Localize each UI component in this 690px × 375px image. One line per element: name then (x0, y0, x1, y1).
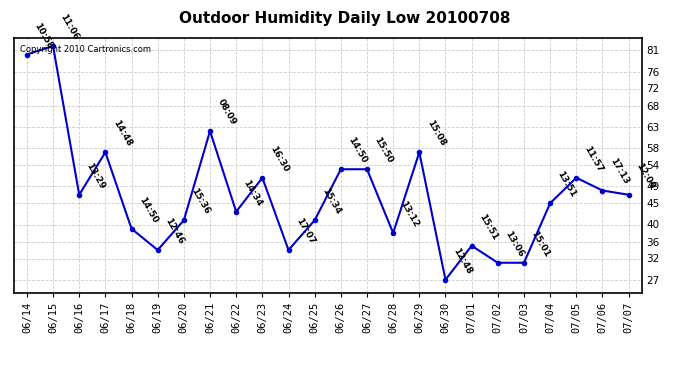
Text: 14:50: 14:50 (137, 195, 159, 225)
Text: 15:51: 15:51 (477, 212, 500, 242)
Text: 12:48: 12:48 (451, 246, 473, 276)
Text: 15:36: 15:36 (190, 187, 212, 216)
Text: 16:30: 16:30 (268, 144, 290, 174)
Text: 13:29: 13:29 (85, 161, 107, 190)
Text: 14:50: 14:50 (346, 136, 368, 165)
Text: 17:07: 17:07 (294, 216, 316, 246)
Text: 10:58: 10:58 (32, 21, 55, 50)
Text: Copyright 2010 Cartronics.com: Copyright 2010 Cartronics.com (20, 45, 151, 54)
Text: 13:12: 13:12 (399, 200, 421, 229)
Text: 15:01: 15:01 (529, 230, 551, 259)
Text: 08:09: 08:09 (215, 98, 237, 127)
Text: 17:13: 17:13 (608, 157, 630, 186)
Text: 13:06: 13:06 (504, 230, 525, 259)
Text: 14:34: 14:34 (241, 178, 264, 208)
Text: 14:48: 14:48 (111, 118, 133, 148)
Text: 15:34: 15:34 (320, 187, 342, 216)
Text: 12:09: 12:09 (634, 161, 656, 190)
Text: 15:08: 15:08 (425, 119, 447, 148)
Text: Outdoor Humidity Daily Low 20100708: Outdoor Humidity Daily Low 20100708 (179, 11, 511, 26)
Text: 11:06: 11:06 (59, 13, 81, 42)
Text: 11:57: 11:57 (582, 144, 604, 174)
Text: 15:50: 15:50 (373, 136, 395, 165)
Text: 12:46: 12:46 (164, 216, 186, 246)
Text: 13:51: 13:51 (555, 170, 578, 199)
